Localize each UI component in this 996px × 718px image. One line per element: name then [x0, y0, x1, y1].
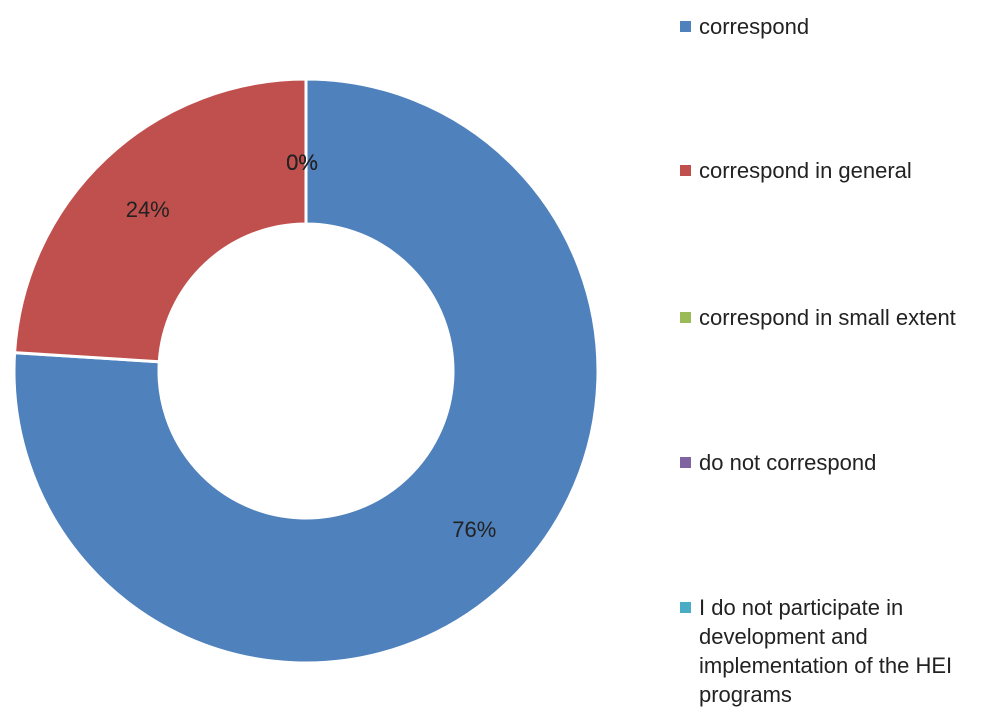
donut-slice-correspond-in-general — [12, 77, 308, 364]
data-label-correspond-in-small-extent: 0% — [286, 150, 318, 175]
donut-slice-correspond — [12, 77, 600, 665]
legend-item-i-do-not-participate: I do not participate in development and … — [680, 593, 992, 709]
legend-label: correspond in small extent — [699, 305, 956, 330]
legend-swatch-correspond-in-general — [680, 165, 691, 176]
legend-label: correspond in general — [699, 158, 912, 183]
legend-item-correspond-in-small-extent: correspond in small extent — [680, 303, 992, 332]
donut-data-labels: 76%24%0%0%0% — [126, 150, 497, 542]
legend-swatch-correspond — [680, 21, 691, 32]
legend-swatch-correspond-in-small-extent — [680, 312, 691, 323]
legend-item-correspond: correspond — [680, 12, 992, 41]
data-label-i-do-not-participate-in-development-and-implementation-of-the-hei-programs: 0% — [286, 150, 318, 175]
legend-item-do-not-correspond: do not correspond — [680, 448, 992, 477]
chart-legend: correspond correspond in general corresp… — [680, 0, 992, 718]
legend-swatch-i-do-not-participate — [680, 602, 691, 613]
legend-label: I do not participate in development and … — [699, 595, 953, 707]
data-label-correspond-in-general: 24% — [126, 197, 170, 222]
legend-label: do not correspond — [699, 450, 877, 475]
data-label-correspond: 76% — [452, 517, 496, 542]
donut-slices — [12, 77, 600, 665]
legend-label: correspond — [699, 14, 810, 39]
legend-swatch-do-not-correspond — [680, 457, 691, 468]
legend-item-correspond-in-general: correspond in general — [680, 156, 992, 185]
data-label-do-not-correspond: 0% — [286, 150, 318, 175]
